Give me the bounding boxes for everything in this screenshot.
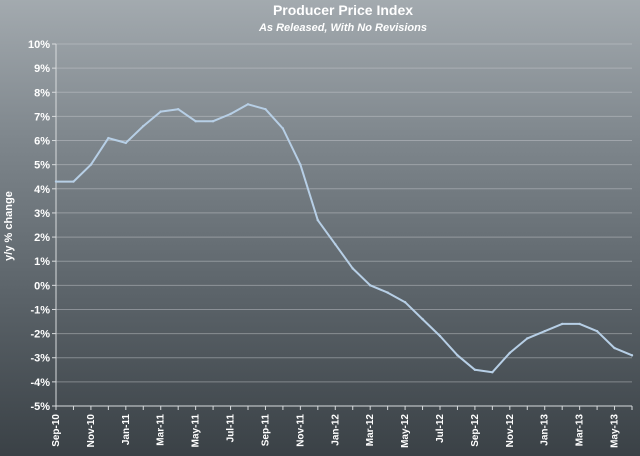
x-tick-label: Mar-13 — [575, 414, 586, 447]
data-point — [386, 291, 389, 294]
y-tick-label: 10% — [28, 39, 50, 51]
y-axis-label: y/y % change — [3, 191, 15, 261]
data-point — [595, 329, 599, 333]
x-axis-ticks: Sep-10 Nov-10 Jan-11 Mar-11 May-11 Jul-11 Sep-… — [51, 406, 633, 448]
y-tick-label: 3% — [34, 208, 50, 220]
data-point — [299, 163, 302, 166]
data-point — [543, 329, 546, 333]
data-point — [438, 334, 442, 338]
data-point — [421, 317, 424, 321]
data-point — [456, 354, 459, 357]
y-tick-label: 4% — [34, 184, 50, 196]
y-tick-label: 7% — [34, 111, 50, 123]
y-tick-label: 0% — [34, 280, 50, 292]
data-point — [211, 120, 215, 123]
data-point — [281, 127, 285, 130]
x-tick-label: Mar-11 — [156, 414, 167, 446]
chart-title: Producer Price Index — [273, 2, 413, 18]
gridlines — [56, 43, 632, 383]
data-point — [473, 368, 477, 371]
y-tick-label: 6% — [34, 136, 50, 148]
x-tick-label: Nov-11 — [295, 414, 306, 447]
data-point — [403, 301, 407, 304]
x-tick-label: Jan-13 — [540, 414, 551, 446]
x-tick-label: May-13 — [610, 414, 621, 448]
y-tick-label: 5% — [34, 160, 50, 172]
x-tick-label: Jan-11 — [121, 414, 132, 446]
data-point — [334, 243, 337, 246]
series-line — [55, 103, 633, 374]
x-tick-label: Sep-12 — [470, 414, 481, 447]
x-tick-label: Nov-12 — [505, 414, 516, 448]
data-point — [368, 284, 372, 287]
chart-subtitle: As Released, With No Revisions — [258, 22, 427, 34]
y-tick-label: 2% — [34, 232, 50, 244]
y-tick-label: 8% — [34, 87, 50, 99]
data-point — [142, 124, 145, 128]
x-tick-label: May-12 — [400, 414, 411, 448]
x-tick-label: Mar-12 — [365, 414, 376, 447]
data-point — [176, 107, 180, 111]
data-point — [107, 136, 110, 140]
series-layer — [54, 103, 634, 374]
y-tick-label: -3% — [30, 353, 50, 365]
data-point — [264, 107, 267, 111]
data-point — [508, 351, 512, 355]
y-tick-label: -1% — [30, 304, 50, 316]
data-point — [351, 267, 354, 270]
data-point — [72, 180, 75, 183]
y-axis-ticks: -5% -4% -3% -2% -1% 0% 1% 2% 3% 4% 5% 6% 7% 8% 9% 10% — [28, 39, 56, 413]
data-point — [54, 180, 58, 183]
x-tick-label: Jul-11 — [226, 414, 237, 443]
data-point — [613, 346, 616, 350]
x-tick-label: Jul-12 — [435, 414, 446, 443]
data-point — [560, 322, 564, 326]
y-tick-label: -4% — [30, 377, 50, 389]
x-tick-label: Nov-10 — [86, 414, 97, 448]
data-point — [246, 103, 250, 106]
y-tick-label: 9% — [34, 63, 50, 75]
y-tick-label: -5% — [30, 401, 50, 413]
data-point — [124, 141, 128, 145]
data-point — [159, 110, 162, 113]
data-point — [89, 163, 93, 166]
x-tick-label: May-11 — [191, 414, 202, 448]
y-tick-label: 1% — [34, 256, 50, 268]
x-tick-label: Sep-11 — [260, 414, 271, 447]
x-tick-label: Sep-10 — [51, 414, 62, 447]
data-point — [630, 354, 634, 357]
data-point — [491, 371, 494, 374]
data-point — [526, 337, 529, 340]
data-point — [316, 218, 320, 222]
data-point — [194, 120, 197, 123]
data-point — [229, 112, 232, 116]
x-tick-label: Jan-12 — [330, 414, 341, 446]
y-tick-label: -2% — [30, 329, 50, 341]
data-point — [578, 322, 581, 326]
